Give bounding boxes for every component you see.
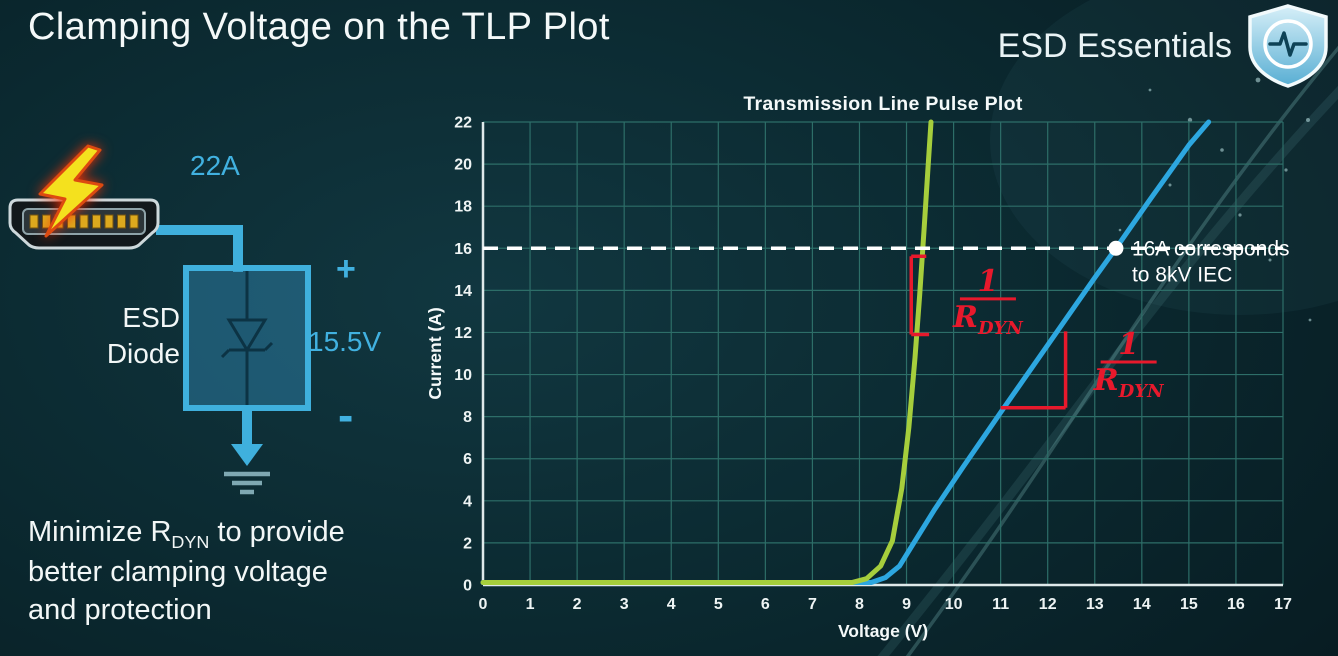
series-blue-higher-rdyn: [480, 119, 1212, 585]
swoosh-line: [905, 45, 1338, 656]
x-tick-label: 1: [526, 596, 535, 613]
component-label: ESD Diode: [70, 300, 180, 373]
rdyn-fraction-numerator: 1: [1118, 327, 1139, 362]
x-tick-label: 0: [479, 596, 488, 613]
y-tick-label: 12: [454, 325, 472, 342]
y-tick-label: 14: [454, 283, 472, 300]
note-line3: and protection: [28, 593, 212, 626]
x-tick-label: 17: [1274, 596, 1292, 613]
tlp-chart: 0 1 2 3 4 5 6 7 8 9 10 11 12 13 14 15 16 1702468101214161…: [426, 93, 1292, 641]
y-tick-label: 6: [463, 451, 472, 468]
chart-title: Transmission Line Pulse Plot: [743, 93, 1023, 115]
page-title: Clamping Voltage on the TLP Plot: [28, 6, 610, 48]
component-label-line2: Diode: [106, 338, 180, 370]
note-line1-post: to provide: [209, 516, 345, 548]
sparkle-dots: [1118, 53, 1312, 322]
hdmi-connector-icon: [8, 198, 160, 250]
note-line1: Minimize RDYN to provide: [28, 514, 345, 554]
y-tick-label: 22: [454, 115, 472, 132]
y-tick-label: 16: [454, 241, 472, 258]
esd-shield-icon: [1248, 4, 1328, 88]
iec-marker-dot: [1108, 240, 1124, 256]
ground-symbol-icon: [224, 408, 270, 495]
lightning-bolt-icon: [38, 144, 104, 238]
x-tick-label: 4: [667, 596, 676, 613]
iec-marker-label-line2: to 8kV IEC: [1132, 263, 1232, 286]
x-tick-label: 10: [945, 596, 963, 613]
x-tick-label: 15: [1180, 596, 1198, 613]
component-label-line1: ESD: [122, 302, 180, 333]
x-tick-label: 3: [620, 596, 629, 613]
pulse-circle: [1263, 19, 1313, 69]
x-tick-label: 6: [761, 596, 770, 613]
x-tick-label: 5: [714, 596, 723, 613]
y-tick-label: 18: [454, 199, 472, 216]
y-tick-label: 20: [454, 157, 472, 174]
clamp-voltage-label: 15.5V: [308, 326, 382, 357]
surge-wire: [156, 225, 243, 272]
x-tick-label: 7: [808, 596, 817, 613]
x-tick-label: 8: [855, 596, 864, 613]
note-line2: better clamping voltage: [28, 556, 328, 589]
x-tick-label: 9: [902, 596, 911, 613]
x-tick-label: 14: [1133, 596, 1151, 613]
polarity-minus-label: -: [338, 389, 354, 441]
down-arrow-icon: [231, 444, 263, 466]
surge-current-label: 22A: [190, 150, 240, 181]
note-line1-pre: Minimize R: [28, 516, 172, 548]
x-tick-label: 16: [1227, 596, 1245, 613]
iec-marker-label-line1: 16A corresponds: [1132, 237, 1290, 260]
x-tick-label: 12: [1039, 596, 1057, 613]
takeaway-note: Minimize RDYN to provide better clamping…: [28, 514, 345, 630]
x-axis-title: Voltage (V): [838, 621, 928, 641]
y-axis-title: Current (A): [426, 307, 445, 399]
y-tick-label: 8: [463, 409, 472, 426]
rdyn-fraction-denominator: RDYN: [952, 300, 1024, 339]
rdyn-fraction-numerator: 1: [978, 264, 999, 299]
x-tick-label: 11: [992, 596, 1009, 613]
y-tick-label: 10: [454, 367, 472, 384]
zener-diode-symbol: [220, 271, 274, 405]
brand-text: ESD Essentials: [997, 26, 1232, 65]
note-line1-subscript: DYN: [171, 531, 210, 552]
y-tick-label: 4: [463, 493, 472, 510]
polarity-plus-label: +: [336, 250, 356, 288]
rdyn-fraction-denominator: RDYN: [1093, 363, 1165, 402]
series-green-lower-rdyn: [480, 119, 934, 585]
x-tick-label: 13: [1086, 596, 1104, 613]
circuit-diagram: [8, 144, 311, 495]
glow-ellipse: [990, 0, 1338, 315]
brand: ESD Essentials: [998, 2, 1336, 90]
pulse-line-icon: [1268, 31, 1308, 57]
x-tick-label: 2: [573, 596, 582, 613]
connector-pins: [29, 214, 139, 229]
y-tick-label: 0: [463, 578, 472, 595]
y-tick-label: 2: [463, 535, 472, 552]
